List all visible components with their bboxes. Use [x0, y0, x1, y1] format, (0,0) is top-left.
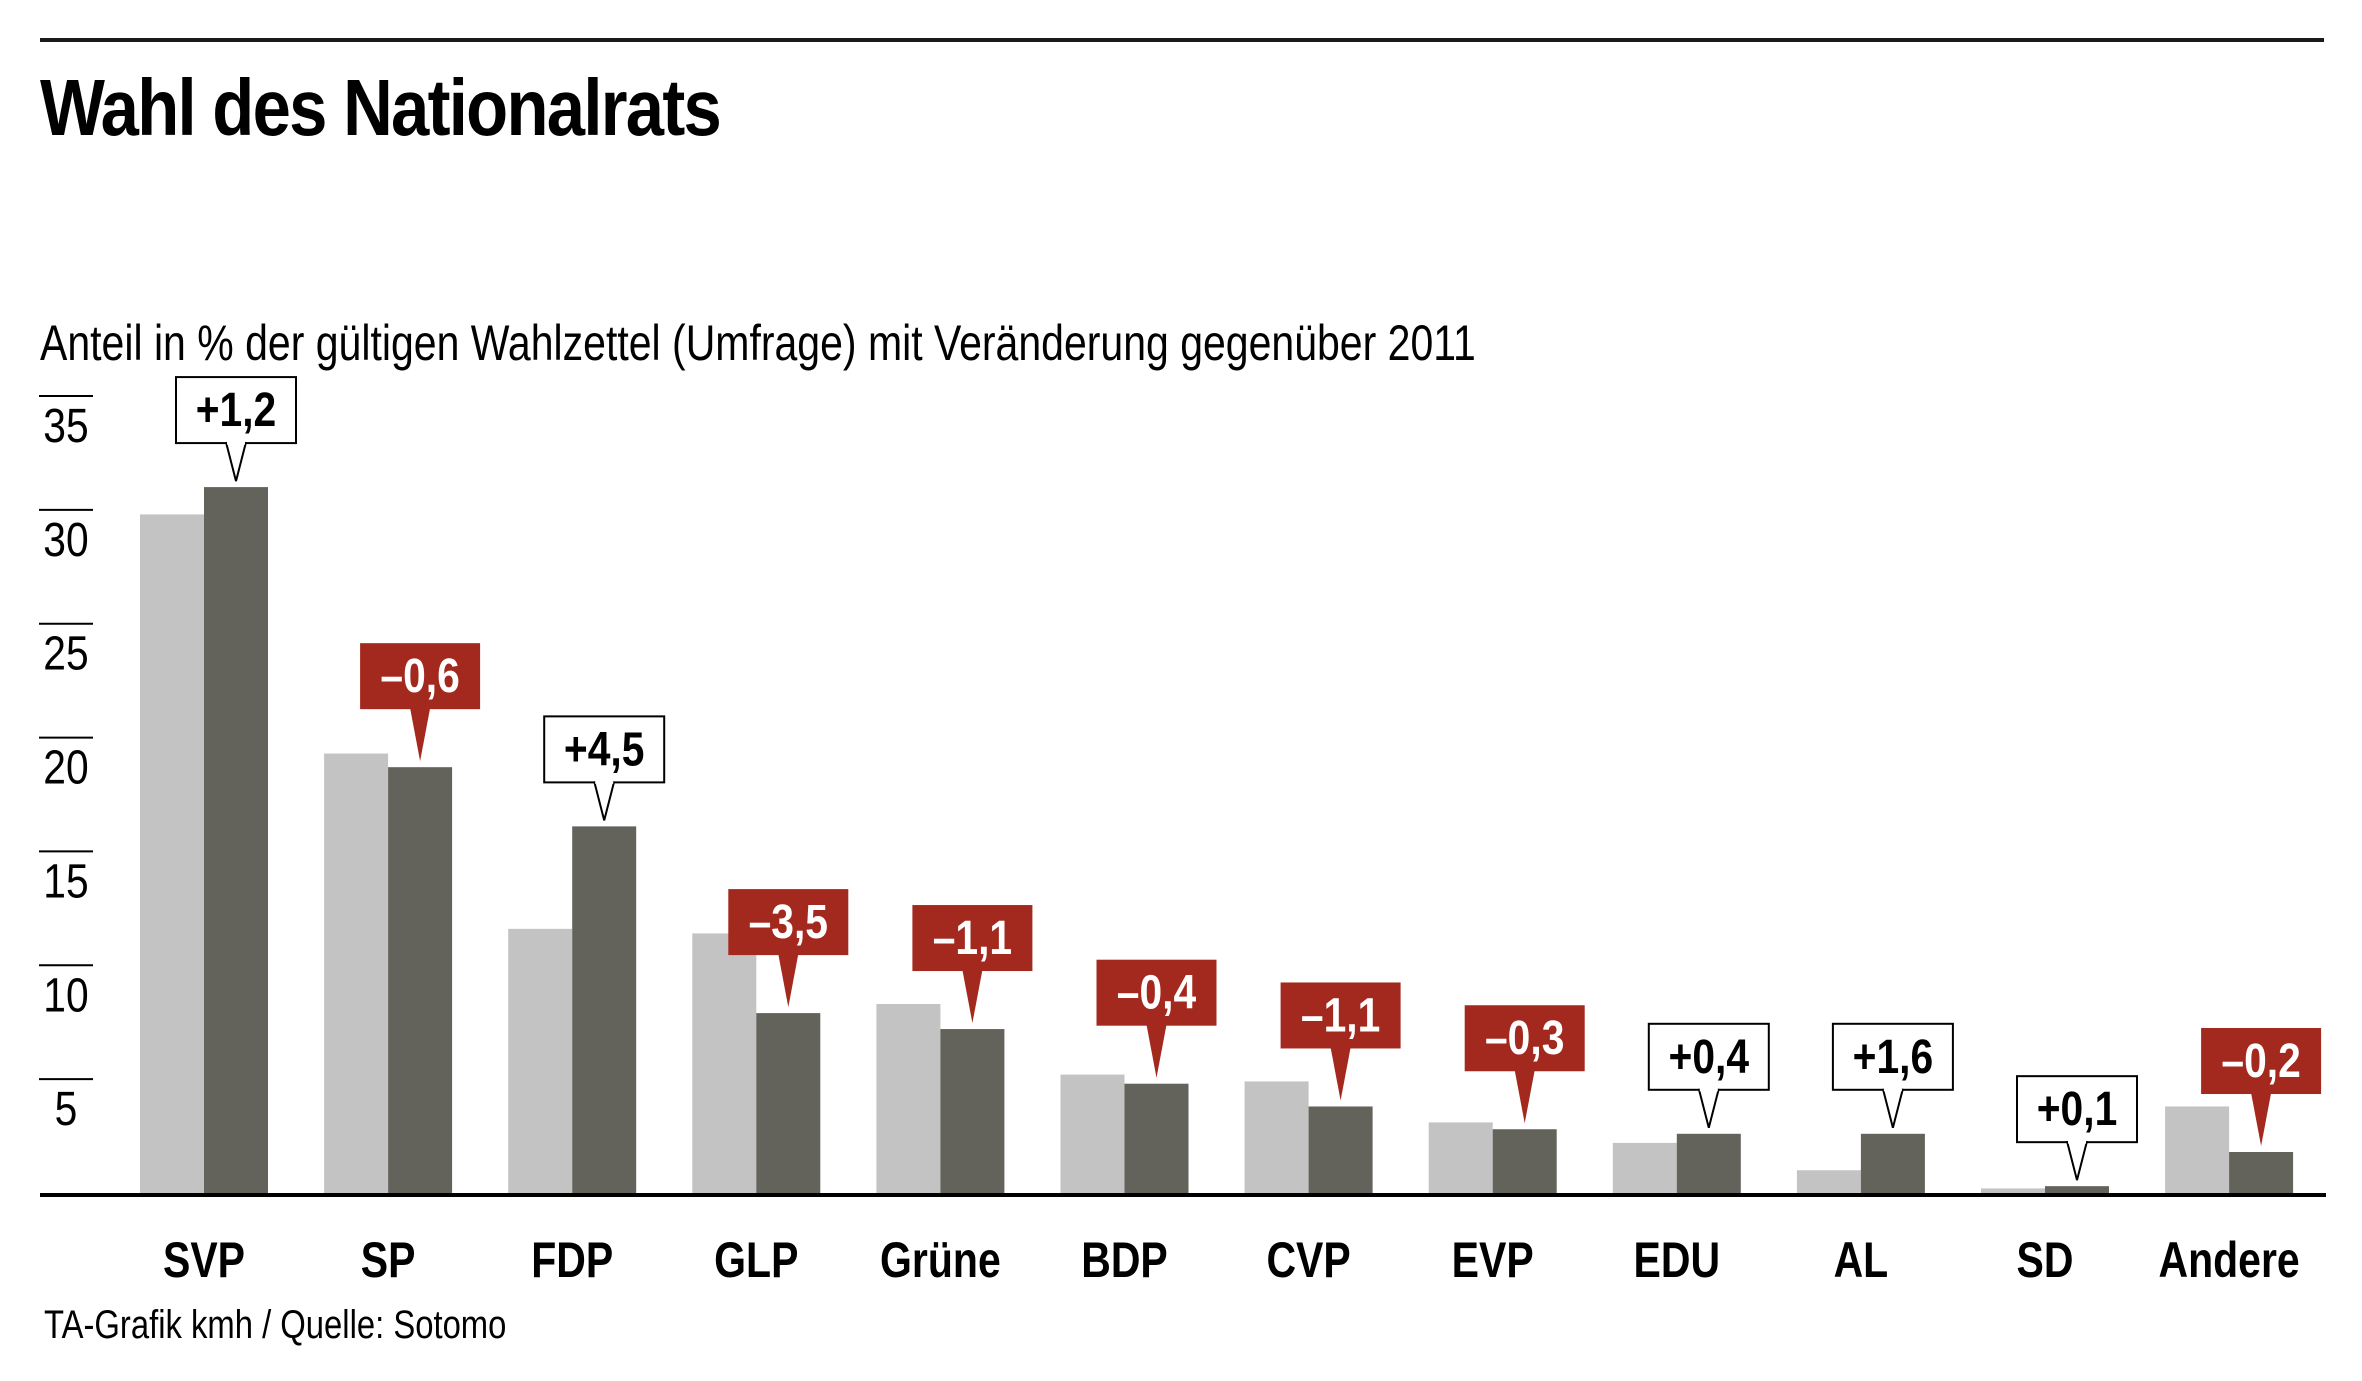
callout-box [2016, 1075, 2138, 1144]
bar-2011-bdp [1060, 1074, 1125, 1193]
x-tick-label: EDU [1634, 1232, 1721, 1288]
callout-pointer [225, 441, 247, 482]
bar-2011-svp [140, 514, 204, 1193]
y-tick-label: 30 [43, 514, 88, 567]
callout-pointer [778, 954, 799, 1008]
change-callout: +0,1 [2016, 1075, 2138, 1181]
bar-poll-cvp [1308, 1106, 1373, 1193]
bar-poll-sd [2045, 1186, 2109, 1193]
x-tick-label: AL [1834, 1232, 1889, 1288]
x-tick-label: SVP [163, 1232, 245, 1288]
y-tick-label: 20 [43, 742, 88, 795]
x-tick-label: BDP [1081, 1232, 1168, 1288]
callout-label: –3,5 [749, 896, 828, 949]
callout-pointer [2066, 1140, 2088, 1181]
x-tick-label: Andere [2158, 1232, 2299, 1288]
callout-label: +0,4 [1669, 1031, 1750, 1084]
y-tick-label: 25 [43, 628, 88, 681]
bar-poll-sp [388, 767, 453, 1193]
source-credit: TA-Grafik kmh / Quelle: Sotomo [44, 1303, 507, 1347]
change-callouts: +1,2 –0,6 +4,5 –3,5 –1,1 –0,4 –1,1 –0,3 +0,4 +1,6… [175, 376, 2322, 1181]
bar-2011-andere [2165, 1106, 2230, 1193]
x-tick-label: SD [2017, 1232, 2074, 1288]
x-tick-label: Grüne [880, 1232, 1001, 1288]
bar-2011-cvp [1244, 1081, 1309, 1193]
callout-box [728, 889, 849, 956]
callout-box [1647, 1022, 1770, 1091]
bar-2011-fdp [508, 928, 573, 1193]
callout-pointer [593, 781, 616, 821]
y-tick-label: 35 [43, 400, 88, 453]
bar-poll-edu [1676, 1133, 1741, 1193]
callout-pointer [1146, 1024, 1167, 1078]
top-rule [40, 38, 2324, 42]
x-tick-label: SP [361, 1232, 416, 1288]
chart-subtitle: Anteil in % der gültigen Wahlzettel (Umf… [40, 315, 1476, 371]
bar-poll-fdp [572, 826, 637, 1193]
callout-label: –0,2 [2221, 1035, 2300, 1088]
change-callout: –0,4 [1096, 959, 1217, 1078]
x-axis: SVP SP FDP GLP Grüne BDP CVP EVP EDU AL SD Andere [163, 1232, 2300, 1288]
callout-pointer [410, 708, 431, 762]
bars [140, 487, 2294, 1194]
change-callout: –1,1 [1280, 982, 1401, 1101]
bar-poll-andere [2229, 1152, 2294, 1193]
callout-box [1096, 959, 1217, 1026]
bar-poll-glp [756, 1013, 821, 1193]
bar-poll-al [1860, 1133, 1925, 1193]
y-tick-label: 5 [55, 1083, 78, 1136]
bar-poll-grüne [940, 1029, 1005, 1193]
chart-title: Wahl des Nationalrats [40, 63, 722, 152]
y-tick-label: 15 [43, 855, 88, 908]
bar-poll-bdp [1124, 1083, 1189, 1193]
callout-box [1280, 982, 1401, 1049]
bar-2011-al [1796, 1170, 1861, 1193]
callout-label: –0,3 [1485, 1012, 1564, 1065]
bar-2011-sd [1981, 1188, 2045, 1193]
callout-box [912, 905, 1033, 972]
y-tick-label: 10 [43, 969, 88, 1022]
change-callout: +0,4 [1647, 1022, 1770, 1129]
callout-label: +0,1 [2037, 1083, 2118, 1136]
change-callout: –0,2 [2201, 1028, 2322, 1147]
callout-pointer [1697, 1088, 1720, 1129]
callout-pointer [1514, 1070, 1535, 1124]
callout-label: –0,6 [380, 650, 459, 703]
callout-label: –1,1 [1301, 989, 1380, 1042]
change-callout: –0,3 [1464, 1005, 1585, 1124]
callout-label: +1,2 [196, 384, 277, 437]
bar-poll-evp [1492, 1129, 1557, 1193]
callout-label: –0,4 [1117, 967, 1197, 1020]
callout-box [1464, 1005, 1585, 1072]
bar-2011-edu [1612, 1142, 1677, 1193]
callout-pointer [1330, 1047, 1351, 1101]
callout-box [360, 643, 481, 710]
bar-poll-svp [204, 487, 268, 1194]
callout-pointer [1881, 1088, 1904, 1129]
bar-2011-grüne [876, 1003, 941, 1193]
callout-box [543, 715, 666, 784]
bar-2011-evp [1428, 1122, 1493, 1193]
x-tick-label: CVP [1266, 1232, 1350, 1288]
x-tick-label: FDP [531, 1232, 613, 1288]
bar-2011-glp [692, 933, 757, 1193]
callout-box [2201, 1028, 2322, 1095]
callout-pointer [962, 970, 983, 1024]
change-callout: +1,6 [1831, 1022, 1954, 1129]
x-tick-label: GLP [714, 1232, 798, 1288]
change-callout: –3,5 [728, 889, 849, 1008]
callout-label: +4,5 [564, 723, 645, 776]
change-callout: –0,6 [360, 643, 481, 762]
x-tick-label: EVP [1452, 1232, 1534, 1288]
change-callout: –1,1 [912, 905, 1033, 1024]
callout-box [1831, 1022, 1954, 1091]
y-axis: 5 10 15 20 25 30 35 [39, 395, 93, 1136]
bar-2011-sp [324, 753, 389, 1193]
change-callout: +4,5 [543, 715, 666, 821]
change-callout: +1,2 [175, 376, 297, 482]
callout-label: +1,6 [1853, 1031, 1934, 1084]
callout-label: –1,1 [933, 912, 1012, 965]
callout-pointer [2251, 1093, 2272, 1147]
